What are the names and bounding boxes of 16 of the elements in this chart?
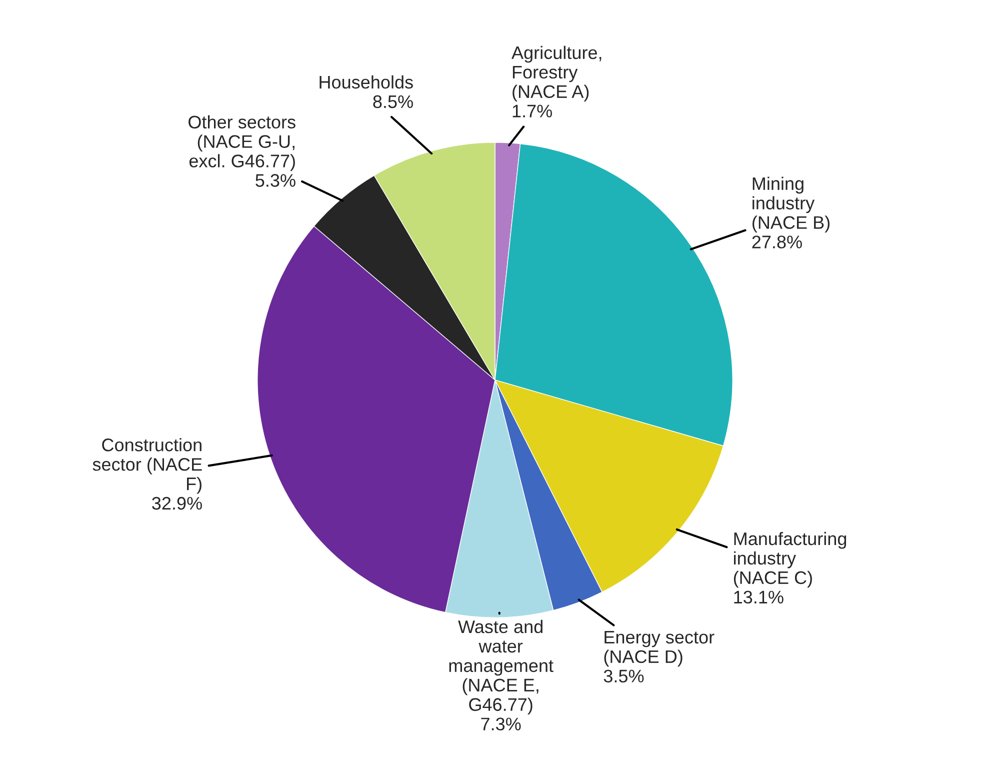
slice-label: Waste and water management (NACE E, G46.77) xyxy=(449,620,554,715)
data-label: 13.1% xyxy=(734,590,784,604)
slice-label: Other sectors (NACE G-U, excl. G46.77) xyxy=(188,115,296,171)
slice-label: Construction sector (NACE F) xyxy=(92,438,202,494)
slice-label: Mining industry (NACE B) xyxy=(752,176,830,232)
data-label: 8.5% xyxy=(373,95,413,108)
data-label: 7.3% xyxy=(481,718,521,730)
data-label: 27.8% xyxy=(752,236,802,248)
data-label: 32.9% xyxy=(152,496,202,510)
data-label: 1.7% xyxy=(512,104,552,118)
slice-label: Manufacturing industry (NACE C) xyxy=(734,532,846,588)
data-label: 3.5% xyxy=(604,670,644,682)
slice-label: Agriculture, Forestry (NACE A) xyxy=(512,46,602,102)
slice-label: Households xyxy=(320,75,413,89)
slice-label: Energy sector (NACE D) xyxy=(604,630,714,667)
data-label: 5.3% xyxy=(256,174,296,187)
